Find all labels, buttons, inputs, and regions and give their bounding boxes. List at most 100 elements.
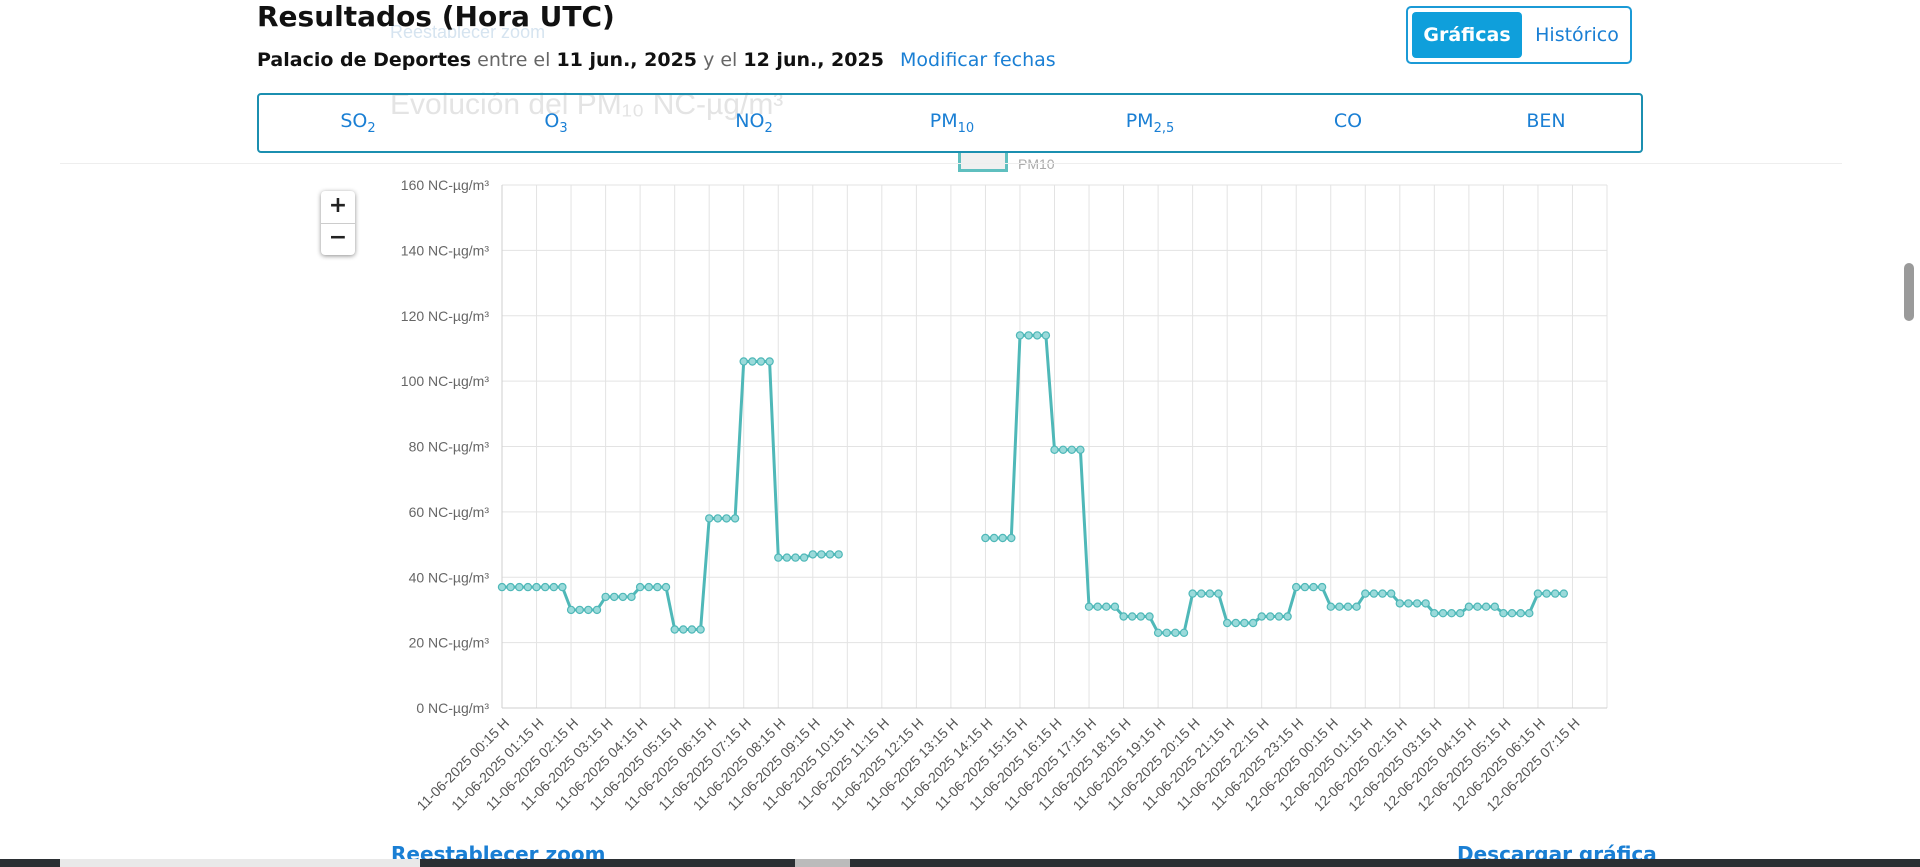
data-point [1136, 612, 1146, 621]
data-point [592, 605, 602, 615]
data-point [1171, 628, 1180, 638]
tab-co-label: CO [1333, 110, 1363, 132]
data-point [601, 592, 610, 602]
data-point [1550, 589, 1560, 598]
taskbar [0, 859, 1920, 867]
data-point [696, 625, 705, 634]
data-point [1490, 602, 1500, 611]
data-point [1412, 599, 1422, 608]
data-point [1205, 589, 1215, 598]
tab-pm25[interactable]: PM2,5 [1090, 110, 1210, 136]
date-range-subtitle: Palacio de Deportes entre el 11 jun., 20… [257, 49, 1056, 71]
data-point [1343, 602, 1353, 611]
y-tick-label: 120 NC-µg/m³ [401, 308, 490, 324]
data-point [541, 582, 550, 592]
data-point [765, 357, 774, 366]
data-point [998, 533, 1007, 543]
tab-so2[interactable]: SO2 [298, 110, 418, 136]
data-point [1447, 609, 1456, 618]
y-tick-label: 60 NC-µg/m³ [409, 504, 490, 520]
and-label: y el [703, 49, 738, 71]
station-name: Palacio de Deportes [257, 49, 472, 71]
data-point [1110, 602, 1120, 611]
ghost-reset-zoom: Reestablecer zoom [390, 22, 546, 42]
graphs-button[interactable]: Gráficas [1412, 12, 1522, 58]
tab-pm10[interactable]: PM10 [892, 110, 1012, 136]
data-point [1188, 589, 1197, 598]
data-point [1386, 589, 1396, 598]
zoom-out-button[interactable]: − [328, 225, 348, 250]
data-point [1361, 589, 1370, 598]
data-point [739, 357, 748, 366]
series-line-pm10 [502, 360, 839, 631]
data-point [1326, 602, 1336, 611]
zoom-in-button[interactable]: + [321, 191, 355, 224]
tab-ben-label: BEN [1526, 110, 1566, 132]
data-point [1197, 589, 1206, 598]
data-point [705, 514, 714, 523]
ghost-legend-label: PM10 [1018, 156, 1055, 172]
data-point [817, 550, 826, 559]
data-point [506, 582, 515, 592]
data-point [566, 605, 576, 615]
data-point [756, 357, 766, 366]
data-point [644, 582, 654, 592]
data-point [834, 550, 843, 559]
data-point [1179, 628, 1189, 638]
tab-no2-sub: 2 [764, 120, 773, 136]
tab-no2[interactable]: NO2 [694, 110, 814, 136]
data-point [1007, 533, 1016, 543]
data-point [1317, 582, 1327, 592]
data-point [661, 582, 671, 592]
series-line-pm10 [985, 333, 1564, 635]
data-point [1559, 589, 1569, 598]
page-scrollbar-thumb[interactable] [1904, 263, 1914, 321]
data-point [1076, 445, 1085, 454]
data-point [1214, 589, 1223, 598]
page-title: Resultados (Hora UTC) [257, 0, 615, 33]
y-tick-label: 100 NC-µg/m³ [401, 373, 490, 389]
data-point [1507, 609, 1517, 618]
taskbar-segment [60, 859, 420, 867]
data-point [1015, 331, 1025, 340]
data-point [1378, 589, 1387, 598]
data-point [1127, 612, 1137, 621]
data-point [1481, 602, 1491, 611]
data-point [981, 533, 990, 543]
tab-co[interactable]: CO [1288, 110, 1408, 136]
data-point [1231, 618, 1241, 628]
data-point [627, 592, 636, 602]
data-point [687, 625, 697, 634]
date-to: 12 jun., 2025 [743, 49, 884, 71]
data-point [1369, 589, 1379, 598]
data-point [679, 625, 688, 634]
data-point [1542, 589, 1551, 598]
tab-no2-label: NO [735, 110, 765, 132]
data-point [1291, 582, 1301, 592]
data-point [730, 514, 740, 523]
data-point [1499, 609, 1508, 618]
data-point [635, 582, 645, 592]
tab-pm10-label: PM [929, 110, 958, 132]
data-point [1533, 589, 1543, 598]
modify-dates-link[interactable]: Modificar fechas [899, 49, 1056, 71]
data-point [774, 553, 783, 562]
zoom-control: + − [321, 191, 355, 255]
ghost-legend-swatch [958, 152, 1008, 172]
data-point [782, 553, 792, 562]
tab-ben[interactable]: BEN [1486, 110, 1606, 136]
y-tick-label: 160 NC-µg/m³ [401, 177, 490, 193]
data-point [1240, 618, 1249, 628]
data-point [670, 625, 679, 634]
data-point [618, 592, 628, 602]
data-point [1283, 612, 1292, 621]
data-point [575, 605, 584, 615]
tab-so2-label: SO [340, 110, 368, 132]
data-point [584, 605, 593, 615]
data-point [515, 582, 524, 592]
data-point [497, 582, 507, 592]
tab-o3[interactable]: O3 [496, 110, 616, 136]
pollutant-tabs: SO2 O3 NO2 PM10 PM2,5 CO BEN [257, 93, 1643, 153]
history-button[interactable]: Histórico [1535, 24, 1619, 46]
